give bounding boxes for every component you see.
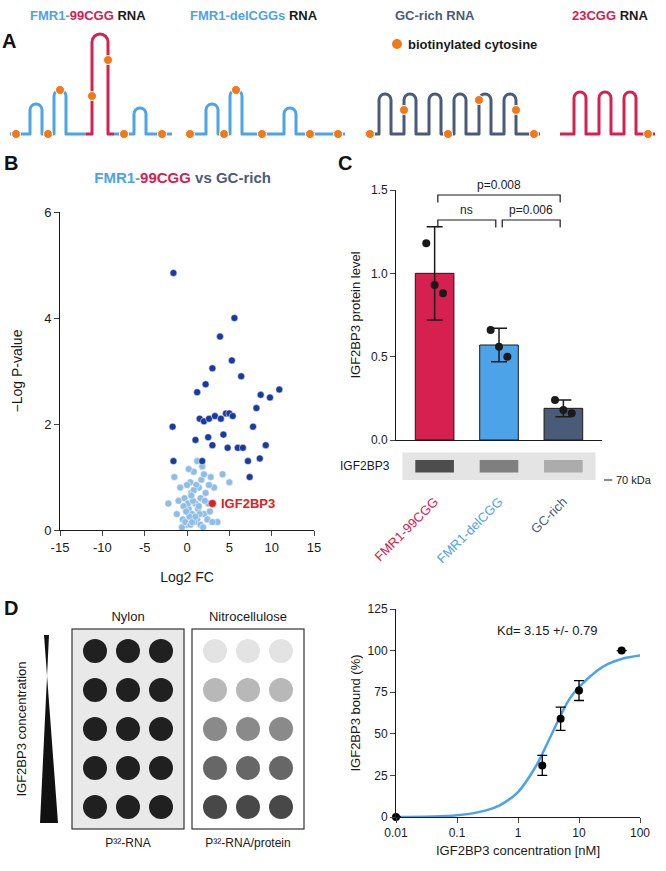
svg-text:ns: ns xyxy=(460,203,473,217)
svg-text:25: 25 xyxy=(374,769,388,783)
svg-text:0: 0 xyxy=(44,523,51,538)
html-text:B: B xyxy=(4,152,19,174)
svg-text:5: 5 xyxy=(226,540,233,555)
svg-text:FMR1-99CGG: FMR1-99CGG xyxy=(371,494,441,564)
svg-text:IGF2BP3 protein level: IGF2BP3 protein level xyxy=(348,251,363,378)
svg-text:P³²-RNA/protein: P³²-RNA/protein xyxy=(205,836,290,850)
svg-text:0.1: 0.1 xyxy=(449,826,466,840)
svg-text:70 kDa: 70 kDa xyxy=(616,474,652,486)
svg-text:Log2 FC: Log2 FC xyxy=(160,569,214,585)
svg-text:1.5: 1.5 xyxy=(371,183,388,197)
svg-text:FMR1-99CGG vs GC-rich: FMR1-99CGG vs GC-rich xyxy=(94,169,271,186)
svg-text:IGF2BP3 bound (%): IGF2BP3 bound (%) xyxy=(348,654,363,771)
svg-text:0.5: 0.5 xyxy=(371,350,388,364)
svg-text:p=0.006: p=0.006 xyxy=(509,203,553,217)
svg-text:2: 2 xyxy=(44,417,51,432)
svg-text:GC-rich RNA: GC-rich RNA xyxy=(395,8,475,23)
svg-text:Nitrocellulose: Nitrocellulose xyxy=(209,609,287,624)
svg-text:10: 10 xyxy=(264,540,278,555)
svg-text:10: 10 xyxy=(572,826,586,840)
svg-text:IGF2BP3: IGF2BP3 xyxy=(340,459,390,473)
svg-text:FMR1-delCGGs RNA: FMR1-delCGGs RNA xyxy=(190,8,318,23)
svg-text:125: 125 xyxy=(368,602,388,616)
svg-text:−Log P-value: −Log P-value xyxy=(9,329,25,412)
svg-text:15: 15 xyxy=(307,540,321,555)
svg-text:100: 100 xyxy=(368,644,388,658)
svg-text:0.01: 0.01 xyxy=(384,826,408,840)
svg-text:IGF2BP3 concentration: IGF2BP3 concentration xyxy=(14,661,29,796)
svg-text:Nylon: Nylon xyxy=(111,609,144,624)
svg-text:IGF2BP3: IGF2BP3 xyxy=(221,496,275,511)
svg-text:4: 4 xyxy=(44,311,51,326)
svg-text:-15: -15 xyxy=(51,540,70,555)
svg-text:1: 1 xyxy=(515,826,522,840)
svg-text:p=0.008: p=0.008 xyxy=(477,178,521,192)
svg-text:IGF2BP3 concentration [nM]: IGF2BP3 concentration [nM] xyxy=(436,843,600,858)
svg-text:23CGG RNA: 23CGG RNA xyxy=(572,8,648,23)
svg-text:FMR1-99CGG RNA: FMR1-99CGG RNA xyxy=(30,8,146,23)
svg-text:0: 0 xyxy=(381,810,388,824)
svg-text:100: 100 xyxy=(630,826,650,840)
svg-text:0: 0 xyxy=(183,540,190,555)
svg-text:Kd= 3.15 +/- 0.79: Kd= 3.15 +/- 0.79 xyxy=(497,623,597,638)
html-text:A: A xyxy=(2,30,17,52)
svg-text:50: 50 xyxy=(374,727,388,741)
svg-text:6: 6 xyxy=(44,205,51,220)
html-text:C: C xyxy=(338,152,353,174)
svg-text:1.0: 1.0 xyxy=(371,267,388,281)
svg-text:75: 75 xyxy=(374,685,388,699)
svg-text:-5: -5 xyxy=(139,540,151,555)
html-text:D: D xyxy=(4,597,19,619)
svg-text:GC-rich: GC-rich xyxy=(528,494,570,536)
svg-text:biotinylated cytosine: biotinylated cytosine xyxy=(408,37,537,52)
svg-text:FMR1-delCGG: FMR1-delCGG xyxy=(434,494,506,566)
svg-text:-10: -10 xyxy=(93,540,112,555)
svg-text:P³²-RNA: P³²-RNA xyxy=(105,836,150,850)
svg-text:0.0: 0.0 xyxy=(371,433,388,447)
